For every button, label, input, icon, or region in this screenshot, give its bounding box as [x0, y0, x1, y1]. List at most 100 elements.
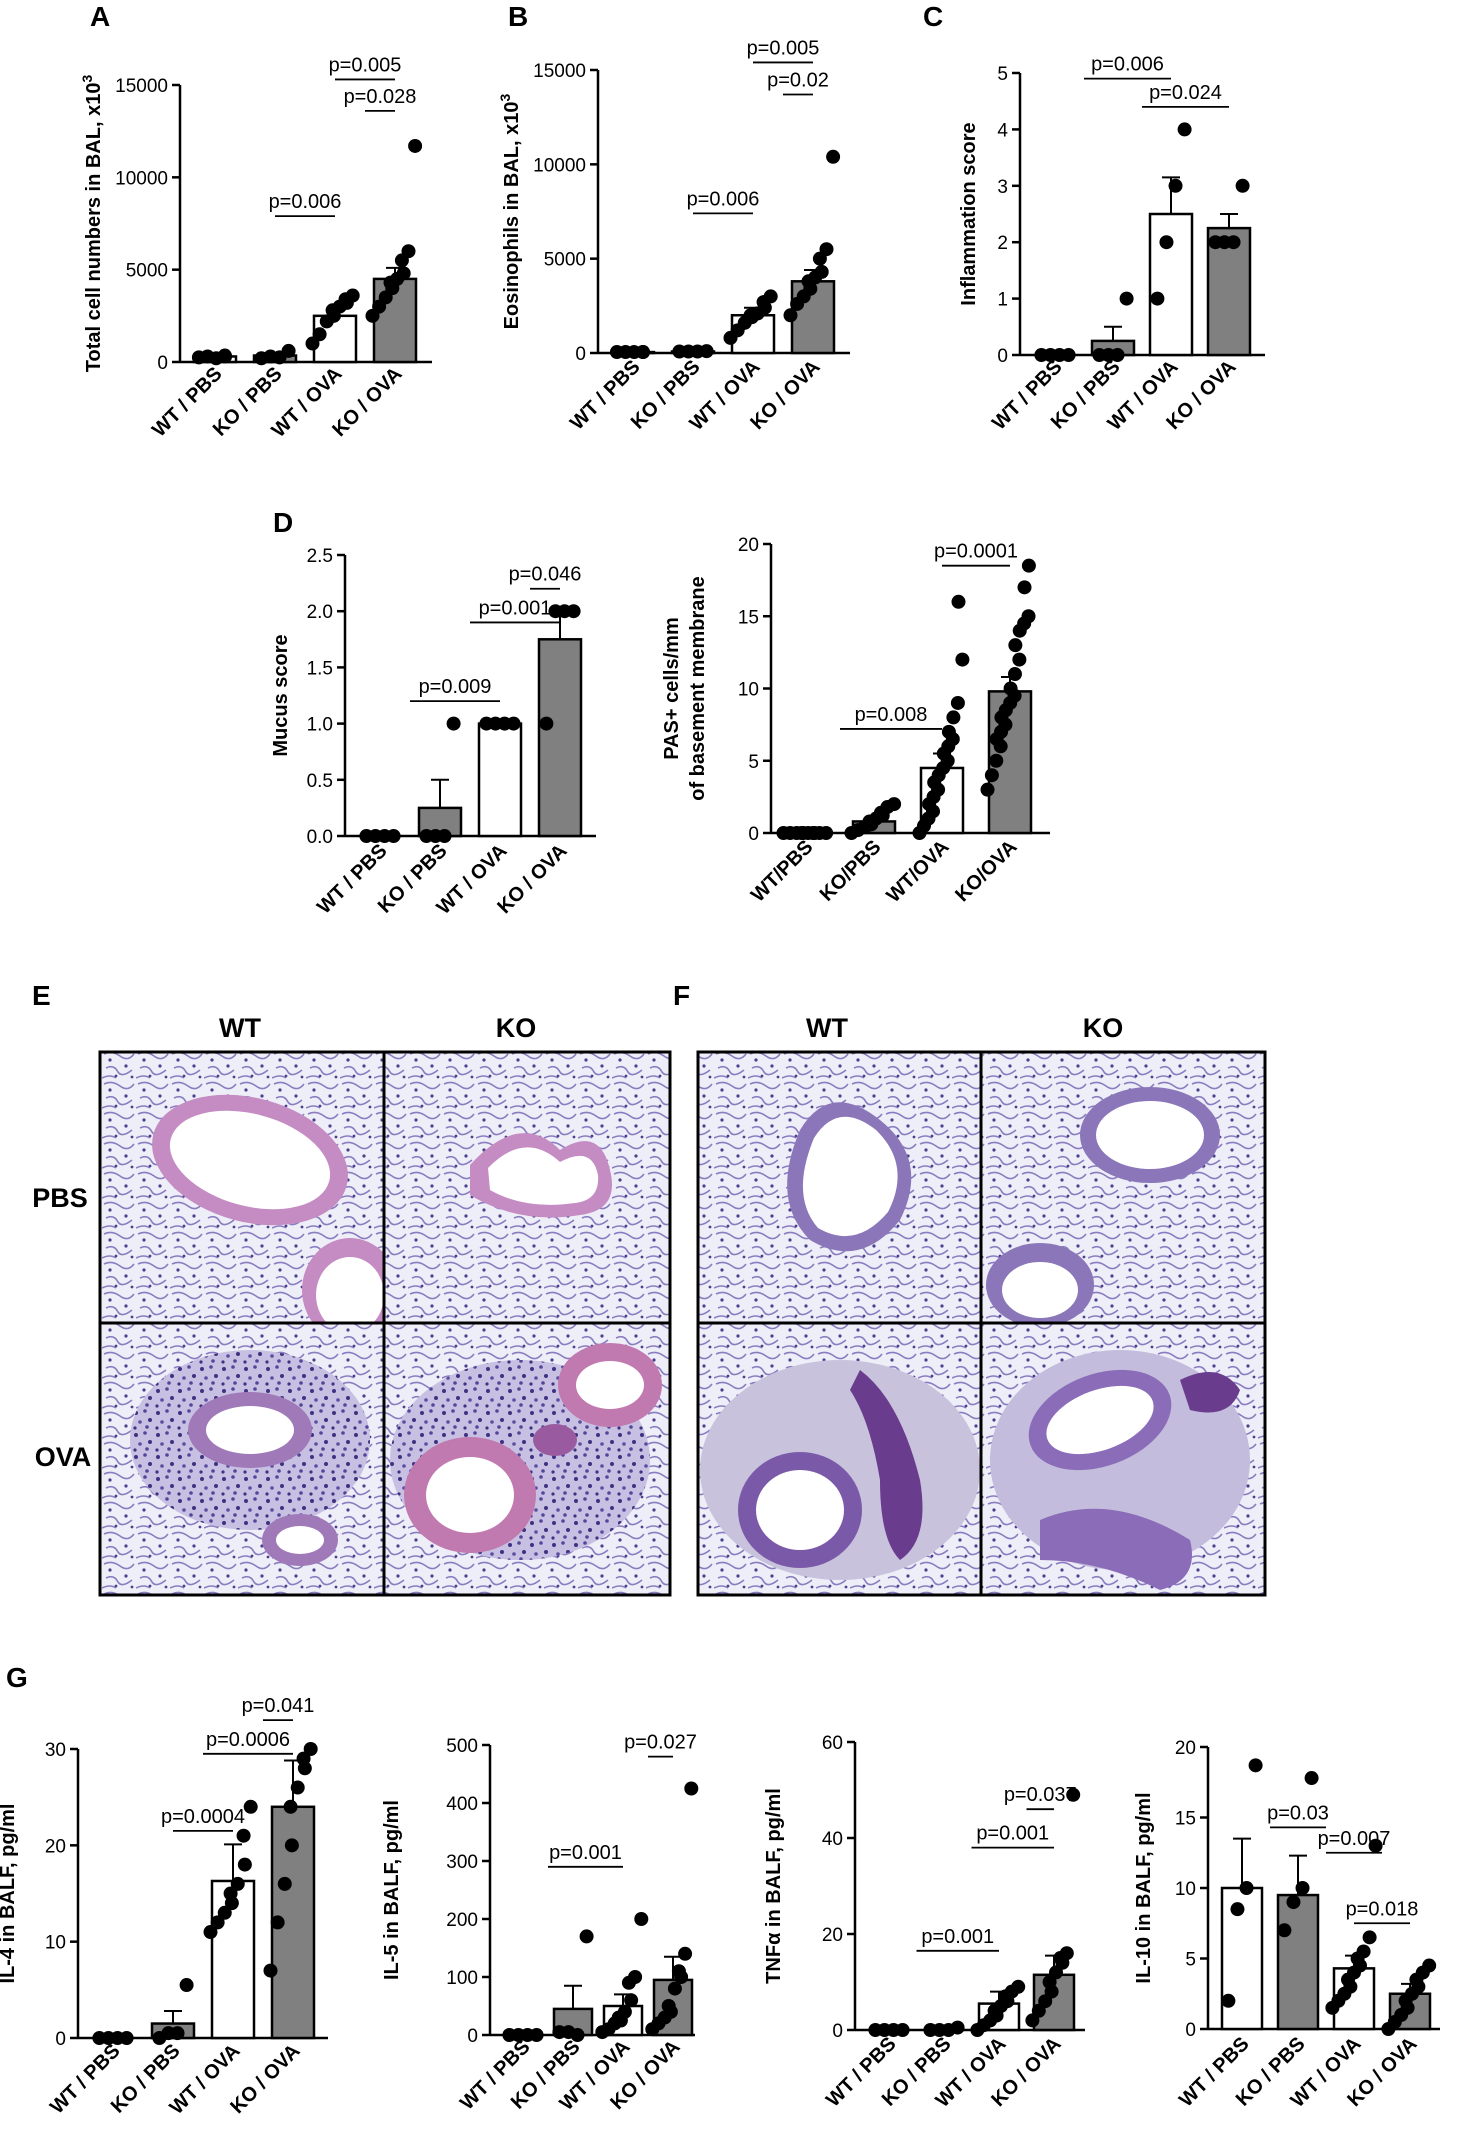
data-point — [1168, 178, 1183, 193]
data-point — [634, 1912, 649, 1926]
y-tick-label: 5000 — [126, 261, 168, 282]
panel-letter-g: G — [6, 1662, 28, 1693]
y-tick-label: 0 — [832, 2021, 843, 2042]
histo-e-row-ova: OVA — [35, 1442, 92, 1472]
y-tick-label: 0 — [1185, 2020, 1196, 2041]
p-value-label: p=0.006 — [269, 191, 342, 213]
y-tick-label: 0 — [997, 346, 1008, 367]
data-point — [895, 2023, 910, 2037]
data-point — [1007, 667, 1022, 682]
y-tick-label: 10000 — [533, 155, 586, 176]
data-point — [814, 264, 829, 279]
p-value-label: p=0.037 — [1004, 1784, 1077, 1806]
y-tick-label: 0 — [157, 353, 168, 374]
histo-e-col-wt: WT — [219, 1013, 261, 1043]
y-tick-label: 10 — [45, 1933, 66, 1954]
data-point — [1159, 235, 1174, 250]
y-axis-label: IL-10 in BALF, pg/ml — [1133, 1792, 1155, 1983]
data-point — [678, 1946, 693, 1961]
y-tick-label: 0.5 — [307, 771, 333, 792]
data-point — [783, 308, 798, 323]
histo-f-ko-pbs — [981, 1052, 1265, 1327]
p-value-label: p=0.006 — [1091, 54, 1164, 76]
data-point — [1368, 1838, 1383, 1853]
data-point — [210, 1915, 225, 1930]
data-point — [230, 1876, 245, 1891]
histo-f-wt-ova — [698, 1323, 981, 1595]
histo-e-row-pbs: PBS — [32, 1183, 88, 1213]
y-tick-label: 60 — [822, 1733, 843, 1754]
histo-e-ko-ova — [384, 1323, 670, 1595]
data-point — [950, 695, 965, 710]
y-axis-label: Eosinophils in BAL, x103 — [497, 93, 523, 329]
data-point — [951, 594, 966, 609]
data-point — [223, 1886, 238, 1901]
data-point — [1008, 638, 1023, 653]
panel-letter-d: D — [273, 507, 293, 538]
y-tick-label: 30 — [45, 1740, 66, 1761]
y-tick-label: 0 — [748, 824, 759, 845]
y-tick-label: 2 — [997, 233, 1008, 254]
p-value-label: p=0.001 — [976, 1823, 1049, 1845]
y-tick-label: 20 — [738, 535, 759, 556]
chart-total-cells: 0 5000 10000 15000 Total cell numbers in BAL… — [79, 54, 432, 442]
bar-2 — [1148, 212, 1194, 357]
data-point — [529, 2028, 544, 2042]
data-point — [437, 829, 452, 843]
bar-2 — [477, 722, 523, 838]
p-value-label: p=0.009 — [419, 676, 492, 698]
data-point — [408, 138, 423, 153]
p-value-label: p=0.02 — [767, 70, 829, 92]
data-point — [1422, 1958, 1437, 1973]
y-tick-label: 5000 — [544, 250, 586, 271]
data-point — [984, 768, 999, 783]
panel-letter-a: A — [90, 1, 110, 32]
data-point — [819, 242, 834, 257]
data-point — [941, 724, 956, 739]
data-point — [1011, 1979, 1026, 1994]
data-point — [386, 829, 401, 843]
data-point — [203, 1925, 218, 1940]
data-point — [236, 1828, 251, 1843]
data-point — [218, 349, 233, 364]
p-value-label: p=0.001 — [549, 1842, 622, 1864]
data-point — [887, 797, 902, 812]
y-tick-label: 20 — [822, 1925, 843, 1946]
y-tick-label: 15000 — [533, 61, 586, 82]
data-point — [179, 1978, 194, 1993]
p-value-label: p=0.046 — [509, 564, 582, 586]
y-tick-label: 500 — [446, 1736, 478, 1757]
p-value-label: p=0.007 — [1318, 1828, 1391, 1850]
panel-letter-e: E — [32, 980, 51, 1011]
histology-e-grid — [98, 1050, 672, 1597]
data-point — [819, 826, 834, 840]
y-tick-label: 3 — [997, 177, 1008, 198]
data-point — [446, 716, 461, 731]
data-point — [763, 289, 778, 304]
y-axis-label: PAS+ cells/mm of basement membrane — [661, 576, 709, 801]
data-point — [661, 1999, 676, 2013]
data-point — [270, 1915, 285, 1930]
x-tick-label: WT/PBS — [747, 836, 818, 907]
data-point — [617, 2004, 632, 2019]
data-point — [1021, 609, 1036, 624]
data-point — [290, 1780, 305, 1795]
y-tick-label: 5 — [997, 64, 1008, 85]
p-value-label: p=0.005 — [747, 37, 820, 59]
y-tick-label: 300 — [446, 1852, 478, 1873]
p-value-label: p=0.001 — [921, 1926, 994, 1948]
p-value-label: p=0.041 — [242, 1695, 315, 1717]
data-point — [950, 2020, 965, 2035]
y-axis-label: Mucus score — [270, 634, 292, 756]
data-point — [1362, 1930, 1377, 1945]
data-point — [1277, 1923, 1292, 1938]
data-point — [263, 1963, 278, 1978]
y-axis-label: TNFα in BALF, pg/ml — [763, 1788, 785, 1984]
data-point — [1235, 178, 1250, 193]
